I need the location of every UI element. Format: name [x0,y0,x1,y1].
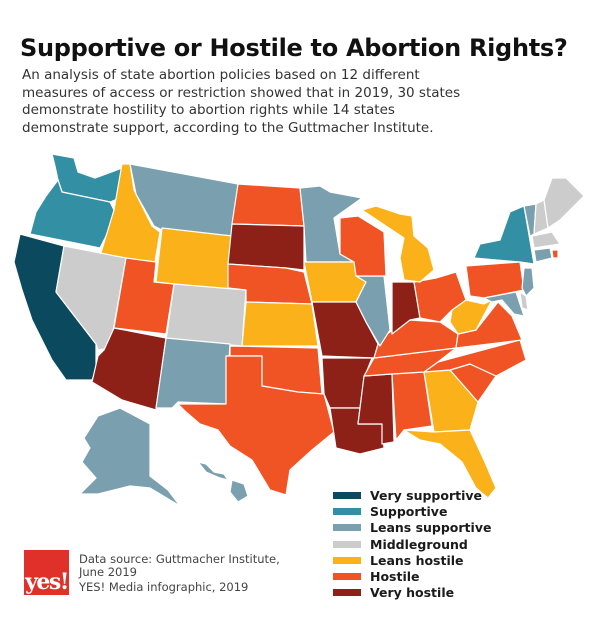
yes-logo: yes! [24,550,69,595]
state-nj[interactable] [521,267,535,297]
credit-line: YES! Media infographic, 2019 [79,580,249,594]
state-mn[interactable] [299,185,363,263]
state-oh[interactable] [413,271,467,323]
legend-swatch [333,556,361,564]
state-sd[interactable] [227,223,305,271]
legend-label: Very hostile [370,585,455,601]
state-hi-islands[interactable] [197,461,229,481]
state-mi[interactable] [361,205,435,283]
state-nc[interactable] [423,339,527,377]
legend-swatch [333,573,361,581]
legend-item: Leans hostile [333,552,491,568]
legend-swatch [333,491,361,499]
subtitle: An analysis of state abortion policies b… [22,67,461,136]
state-fl[interactable] [403,429,497,499]
legend-item: Supportive [333,503,491,519]
legend-swatch [333,540,361,548]
state-ri[interactable] [551,249,559,259]
legend-item: Middleground [333,536,491,552]
legend-swatch [333,524,361,532]
state-tx[interactable] [177,355,335,496]
state-ak[interactable] [79,407,181,507]
state-nm[interactable] [155,337,231,409]
legend-item: Very hostile [333,585,491,601]
state-in[interactable] [391,281,421,335]
state-me[interactable] [543,177,585,229]
legend-item: Hostile [333,568,491,584]
state-wy[interactable] [155,227,233,291]
page-title: Supportive or Hostile to Abortion Rights… [20,34,568,62]
state-co[interactable] [165,283,247,347]
footer-credits: Data source: Guttmacher Institute, June … [79,553,280,594]
legend-label: Leans supportive [370,520,492,536]
legend: Very supportive Supportive Leans support… [333,487,491,601]
legend-label: Supportive [370,503,448,519]
state-wi[interactable] [339,215,387,277]
legend-swatch [333,589,361,597]
state-md[interactable] [483,291,525,317]
legend-label: Very supportive [370,487,483,503]
state-hi[interactable] [229,479,249,503]
legend-item: Very supportive [333,487,491,503]
state-ma[interactable] [531,231,561,249]
state-or[interactable] [29,179,115,249]
legend-label: Middleground [370,536,468,552]
legend-swatch [333,507,361,515]
state-wv[interactable] [449,299,493,335]
state-ks[interactable] [241,301,319,347]
state-ct[interactable] [533,247,553,263]
state-nd[interactable] [231,183,305,227]
source-line-2: June 2019 [79,565,137,579]
state-ny[interactable] [473,205,535,265]
source-line-1: Data source: Guttmacher Institute, [79,552,280,566]
state-il[interactable] [355,275,391,347]
legend-item: Leans supportive [333,520,491,536]
legend-label: Leans hostile [370,552,464,568]
legend-label: Hostile [370,569,420,585]
state-de[interactable] [519,291,529,311]
